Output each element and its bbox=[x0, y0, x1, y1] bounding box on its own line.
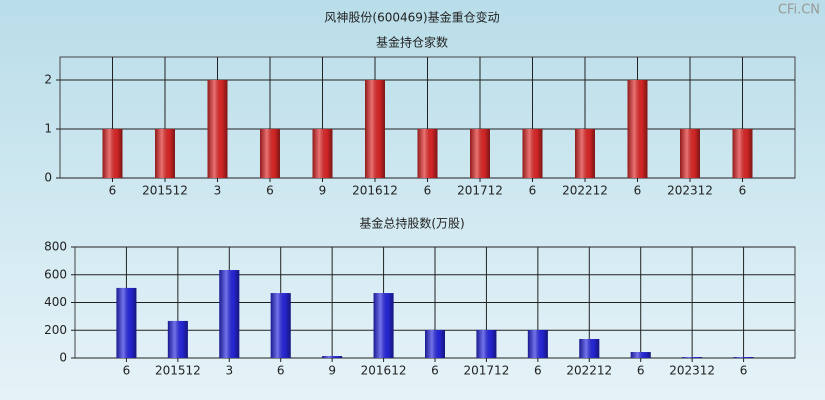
x-tick-label: 201512 bbox=[142, 184, 188, 198]
x-tick-label: 201612 bbox=[361, 364, 407, 378]
y-tick-label: 600 bbox=[44, 267, 67, 281]
watermark: CFi.CN bbox=[778, 3, 820, 18]
bar-shade bbox=[579, 338, 600, 358]
bar-shade bbox=[312, 129, 333, 178]
subchart-title: 基金总持股数(万股) bbox=[359, 216, 464, 231]
bar-shade bbox=[260, 129, 280, 178]
x-tick-label: 202312 bbox=[669, 364, 715, 378]
bar-shade bbox=[270, 293, 291, 358]
bar-shade bbox=[207, 80, 228, 178]
bar-shade bbox=[322, 356, 343, 358]
x-tick-label: 6 bbox=[634, 184, 642, 198]
bar-shade bbox=[682, 357, 703, 358]
bar-shade bbox=[527, 329, 548, 358]
x-tick-label: 6 bbox=[739, 184, 747, 198]
x-tick-label: 6 bbox=[740, 364, 748, 378]
bar-shade bbox=[630, 352, 651, 358]
x-tick-label: 6 bbox=[266, 184, 274, 198]
y-tick-label: 800 bbox=[44, 240, 67, 254]
x-tick-label: 3 bbox=[225, 364, 233, 378]
x-tick-label: 201712 bbox=[464, 364, 510, 378]
bar-shade bbox=[155, 129, 175, 178]
bar-shade bbox=[732, 129, 753, 178]
y-tick-label: 0 bbox=[44, 171, 52, 185]
y-tick-label: 0 bbox=[59, 351, 67, 365]
x-tick-label: 201712 bbox=[457, 184, 503, 198]
x-tick-label: 6 bbox=[529, 184, 537, 198]
y-tick-label: 200 bbox=[44, 323, 67, 337]
x-tick-label: 6 bbox=[431, 364, 439, 378]
subchart-title: 基金持仓家数 bbox=[376, 35, 448, 50]
bar-shade bbox=[417, 129, 438, 178]
x-tick-label: 202212 bbox=[562, 184, 608, 198]
chart-title: 风神股份(600469)基金重仓变动 bbox=[324, 10, 499, 25]
bar-shade bbox=[373, 293, 394, 358]
bar-shade bbox=[476, 329, 497, 358]
bar-shade bbox=[102, 129, 123, 178]
bar-shade bbox=[365, 80, 385, 178]
bar-shade bbox=[522, 129, 543, 178]
bar-shade bbox=[167, 320, 188, 358]
x-tick-label: 202212 bbox=[566, 364, 612, 378]
x-tick-label: 9 bbox=[328, 364, 336, 378]
x-tick-label: 6 bbox=[123, 364, 131, 378]
x-tick-label: 3 bbox=[214, 184, 222, 198]
x-tick-label: 6 bbox=[109, 184, 117, 198]
bar-shade bbox=[219, 270, 240, 358]
bar-shade bbox=[470, 129, 490, 178]
y-tick-label: 400 bbox=[44, 295, 67, 309]
x-tick-label: 201512 bbox=[155, 364, 201, 378]
bar-shade bbox=[116, 287, 137, 358]
bar-shade bbox=[627, 80, 648, 178]
bar-shade bbox=[680, 129, 700, 178]
bar-shade bbox=[733, 357, 754, 358]
x-tick-label: 202312 bbox=[667, 184, 713, 198]
x-tick-label: 6 bbox=[424, 184, 432, 198]
bar-shade bbox=[575, 129, 595, 178]
x-tick-label: 9 bbox=[319, 184, 327, 198]
y-tick-label: 1 bbox=[44, 122, 52, 136]
x-tick-label: 6 bbox=[277, 364, 285, 378]
bar-shade bbox=[425, 329, 445, 358]
x-tick-label: 6 bbox=[534, 364, 542, 378]
x-tick-label: 6 bbox=[637, 364, 645, 378]
y-tick-label: 2 bbox=[44, 73, 52, 87]
x-tick-label: 201612 bbox=[352, 184, 398, 198]
